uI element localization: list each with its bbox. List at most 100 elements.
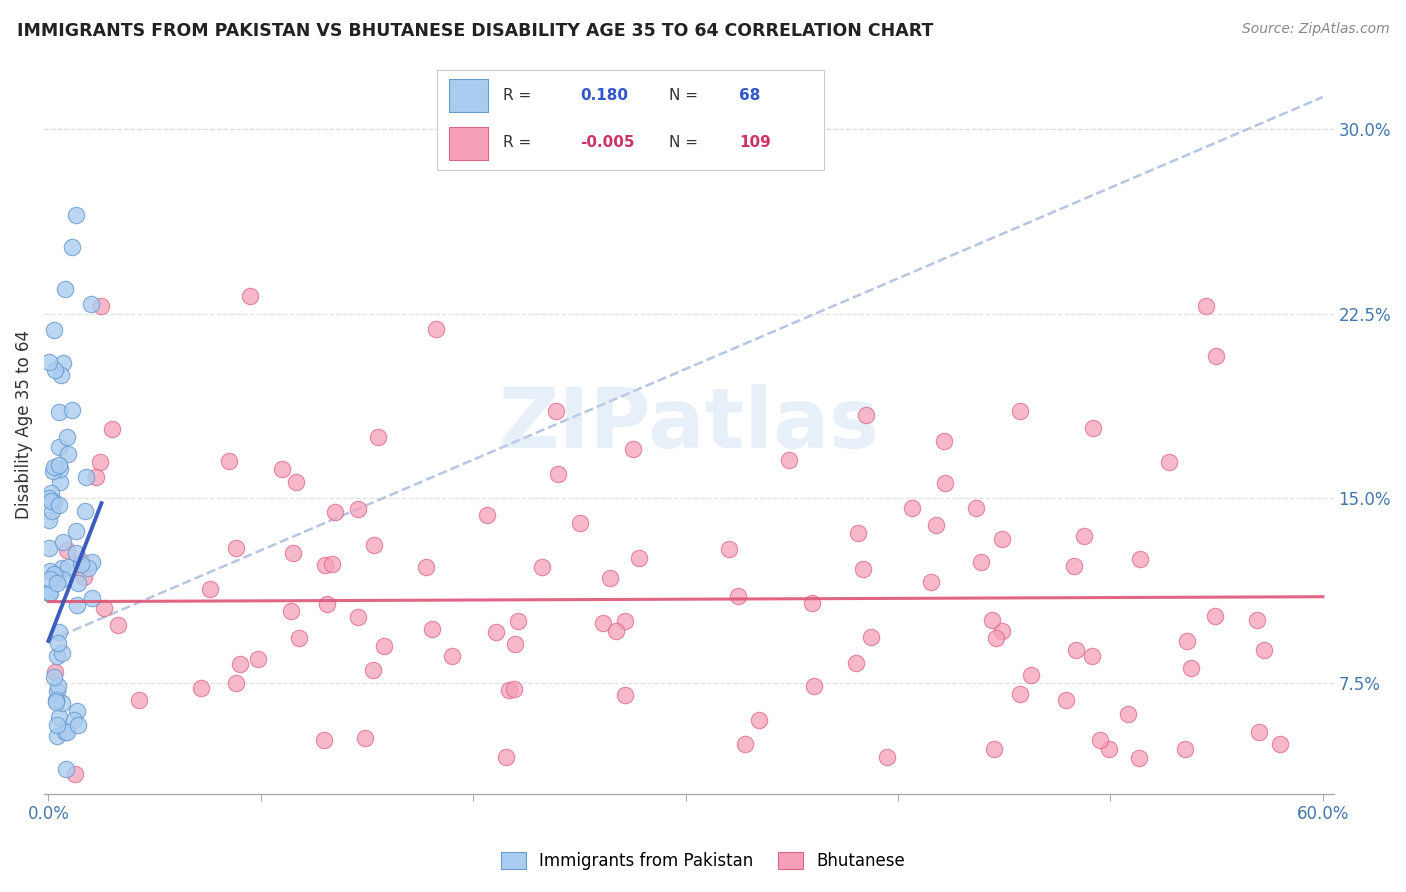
- Point: [621, 442, 644, 456]
- Point: [66, 598, 89, 612]
- Point: [1080, 649, 1102, 664]
- Point: [613, 614, 636, 628]
- Point: [969, 555, 991, 569]
- Point: [65, 208, 87, 222]
- Point: [58, 446, 80, 460]
- Point: [1010, 404, 1032, 418]
- Point: [48, 458, 70, 472]
- Point: [46, 576, 69, 591]
- Point: [247, 651, 270, 665]
- Point: [53, 282, 76, 296]
- Point: [495, 750, 517, 764]
- Point: [218, 454, 240, 468]
- Point: [51, 696, 73, 710]
- Point: [727, 589, 749, 603]
- Point: [66, 704, 89, 718]
- Point: [55, 762, 77, 776]
- Point: [101, 422, 124, 436]
- Point: [503, 682, 526, 697]
- Point: [321, 558, 343, 572]
- Point: [44, 323, 66, 337]
- Point: [605, 624, 627, 639]
- Point: [46, 636, 69, 650]
- Point: [48, 405, 70, 419]
- Point: [627, 551, 650, 566]
- Point: [1159, 455, 1181, 469]
- Point: [84, 469, 107, 483]
- Point: [475, 508, 498, 522]
- Text: ZIPatlas: ZIPatlas: [498, 384, 879, 465]
- Point: [39, 572, 62, 586]
- Point: [498, 682, 520, 697]
- Point: [981, 613, 1004, 627]
- Point: [42, 460, 65, 475]
- Point: [39, 585, 62, 599]
- Point: [65, 524, 87, 538]
- Point: [986, 631, 1008, 645]
- Point: [361, 663, 384, 677]
- Point: [51, 561, 73, 575]
- Point: [285, 475, 308, 489]
- Point: [1246, 613, 1268, 627]
- Point: [614, 689, 637, 703]
- Point: [49, 462, 72, 476]
- Point: [965, 501, 987, 516]
- Point: [225, 676, 247, 690]
- Point: [592, 615, 614, 630]
- Point: [52, 534, 75, 549]
- Point: [803, 679, 825, 693]
- Point: [845, 657, 868, 671]
- Point: [90, 299, 112, 313]
- Point: [80, 555, 103, 569]
- Point: [932, 434, 955, 448]
- Point: [41, 504, 63, 518]
- Point: [60, 240, 83, 254]
- Point: [49, 475, 72, 489]
- Point: [46, 679, 69, 693]
- Point: [42, 495, 65, 509]
- Point: [1253, 642, 1275, 657]
- Point: [846, 526, 869, 541]
- Point: [38, 513, 60, 527]
- Point: [38, 586, 60, 600]
- Point: [934, 475, 956, 490]
- Point: [63, 713, 86, 727]
- Point: [45, 692, 67, 706]
- Point: [1116, 707, 1139, 722]
- Point: [425, 322, 447, 336]
- Point: [983, 742, 1005, 756]
- Point: [52, 356, 75, 370]
- Point: [717, 541, 740, 556]
- Point: [45, 695, 67, 709]
- Point: [66, 575, 89, 590]
- Point: [65, 545, 87, 559]
- Point: [239, 289, 262, 303]
- Point: [190, 681, 212, 695]
- Point: [801, 596, 824, 610]
- Point: [42, 669, 65, 683]
- Point: [1205, 349, 1227, 363]
- Point: [51, 572, 73, 586]
- Point: [38, 541, 60, 555]
- Point: [39, 564, 62, 578]
- Point: [56, 429, 79, 443]
- Point: [373, 640, 395, 654]
- Point: [45, 717, 67, 731]
- Point: [1063, 559, 1085, 574]
- Point: [347, 502, 370, 516]
- Point: [48, 710, 70, 724]
- Point: [53, 725, 76, 739]
- Point: [367, 430, 389, 444]
- Point: [56, 560, 79, 574]
- Point: [1174, 742, 1197, 756]
- Point: [346, 609, 368, 624]
- Point: [1128, 751, 1150, 765]
- Point: [271, 461, 294, 475]
- Point: [48, 440, 70, 454]
- Point: [70, 557, 93, 571]
- Point: [547, 467, 569, 482]
- Point: [1249, 725, 1271, 739]
- Point: [508, 615, 530, 629]
- Point: [42, 464, 65, 478]
- Point: [80, 297, 103, 311]
